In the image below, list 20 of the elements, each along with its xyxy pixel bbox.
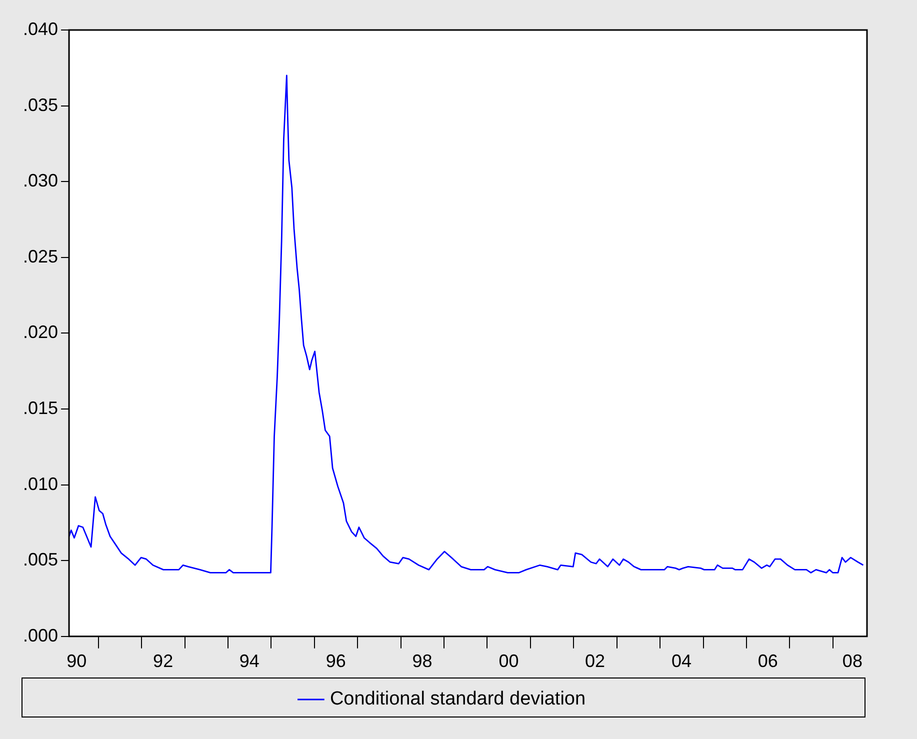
x-tick-label: 92 [153, 651, 174, 672]
y-tick-label: .010 [22, 474, 58, 494]
x-tick-label: 96 [326, 651, 346, 672]
legend-label: Conditional standard deviation [330, 688, 586, 710]
y-tick-label: .025 [22, 246, 58, 266]
y-tick-label: .005 [22, 550, 58, 570]
y-tick-label: .000 [22, 625, 58, 646]
x-tick-label: 06 [758, 651, 778, 672]
x-tick-label: 98 [412, 651, 432, 672]
x-tick-label: 00 [498, 651, 519, 672]
y-tick-label: .030 [22, 170, 58, 191]
y-tick-label: .035 [22, 94, 58, 115]
x-tick-label: 08 [842, 651, 862, 672]
y-tick-label: .020 [22, 322, 58, 342]
x-tick-label: 04 [672, 651, 692, 672]
y-tick-label: .040 [22, 18, 58, 39]
x-tick-label: 02 [585, 651, 606, 672]
x-tick-label: 90 [66, 651, 87, 672]
x-tick-label: 94 [239, 651, 260, 672]
y-tick-label: .015 [22, 398, 58, 418]
